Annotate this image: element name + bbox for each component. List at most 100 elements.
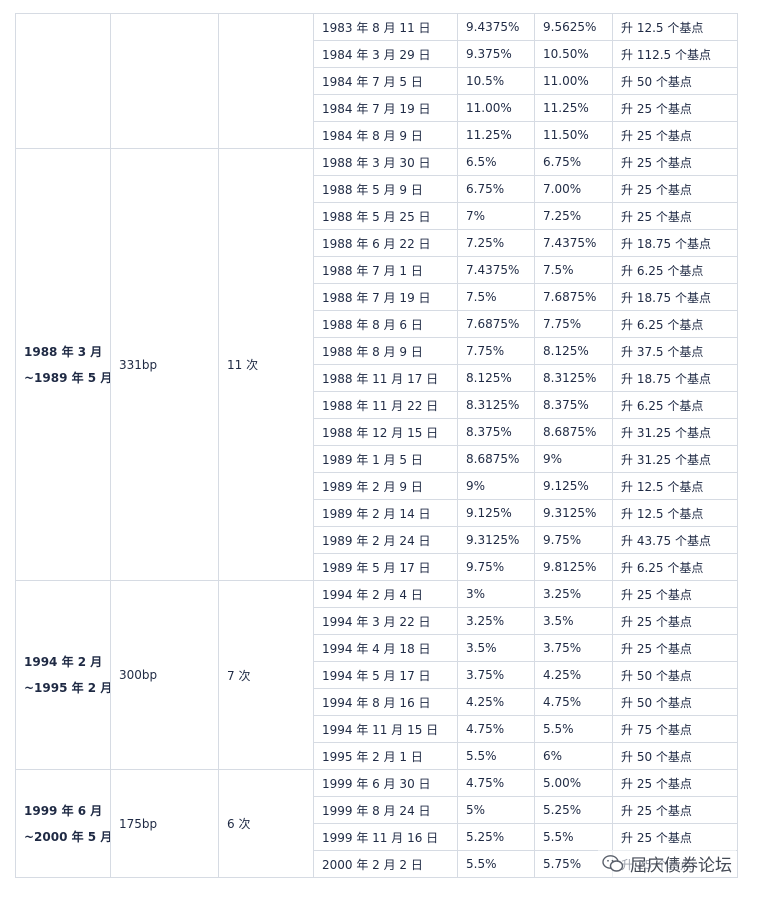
date-cell: 1994 年 5 月 17 日	[313, 661, 458, 689]
table-row: 1988 年 7 月 1 日 7.4375% 7.5% 升 6.25 个基点	[16, 256, 738, 284]
date-cell: 1988 年 11 月 17 日	[313, 364, 458, 392]
table-row: 1999 年 6 月 ~2000 年 5 月 175bp 6 次 1999 年 6 月 …	[15, 769, 738, 878]
rate-before-cell: 9.75%	[457, 553, 535, 581]
change-cell: 升 18.75 个基点	[612, 364, 738, 392]
table-row: 1999 年 11 月 16 日 5.25% 5.5% 升 25 个基点	[16, 823, 738, 851]
table-row: 1984 年 3 月 29 日 9.375% 10.50% 升 112.5 个基点	[16, 40, 738, 68]
change-cell: 升 6.25 个基点	[612, 553, 738, 581]
period-end: ~2000 年 5 月	[24, 829, 111, 844]
change-cell: 升 6.25 个基点	[612, 391, 738, 419]
rate-after-cell: 5.5%	[534, 823, 613, 851]
date-cell: 1999 年 8 月 24 日	[313, 796, 458, 824]
change-cell: 升 25 个基点	[612, 94, 738, 122]
date-cell: 1988 年 8 月 9 日	[313, 337, 458, 365]
change-cell: 升 6.25 个基点	[612, 256, 738, 284]
rate-after-cell: 9.125%	[534, 472, 613, 500]
date-cell: 2000 年 2 月 2 日	[313, 850, 458, 878]
date-cell: 1999 年 11 月 16 日	[313, 823, 458, 851]
total-bp-cell: 175bp	[110, 769, 219, 878]
date-cell: 1988 年 6 月 22 日	[313, 229, 458, 257]
rate-after-cell: 10.50%	[534, 40, 613, 68]
rate-after-cell: 8.6875%	[534, 418, 613, 446]
change-cell: 升 25 个基点	[612, 634, 738, 662]
change-cell: 升 12.5 个基点	[612, 472, 738, 500]
rate-before-cell: 10.5%	[457, 67, 535, 95]
rate-before-cell: 9.3125%	[457, 526, 535, 554]
table-row: 1995 年 2 月 1 日 5.5% 6% 升 50 个基点	[16, 742, 738, 770]
table-row: 1988 年 11 月 17 日 8.125% 8.3125% 升 18.75 个基点	[16, 364, 738, 392]
rate-before-cell: 6.5%	[457, 148, 535, 176]
rate-before-cell: 8.3125%	[457, 391, 535, 419]
rate-before-cell: 9.125%	[457, 499, 535, 527]
rate-before-cell: 3.25%	[457, 607, 535, 635]
period-start: 1994 年 2 月	[24, 655, 103, 669]
watermark-text: 屈庆债券论坛	[630, 856, 732, 876]
rate-after-cell: 3.25%	[534, 580, 613, 608]
period-start: 1988 年 3 月	[24, 344, 103, 359]
change-cell: 升 31.25 个基点	[612, 445, 738, 473]
wechat-icon	[602, 854, 624, 874]
change-cell: 升 25 个基点	[612, 580, 738, 608]
rate-before-cell: 11.00%	[457, 94, 535, 122]
rate-before-cell: 5.25%	[457, 823, 535, 851]
rate-after-cell: 6.75%	[534, 148, 613, 176]
change-cell: 升 25 个基点	[612, 823, 738, 851]
change-cell: 升 50 个基点	[612, 67, 738, 95]
rate-after-cell: 7.25%	[534, 202, 613, 230]
rate-before-cell: 11.25%	[457, 121, 535, 149]
rate-after-cell: 9.75%	[534, 526, 613, 554]
date-cell: 1988 年 3 月 30 日	[313, 148, 458, 176]
table-row: 1989 年 2 月 24 日 9.3125% 9.75% 升 43.75 个基点	[16, 526, 738, 554]
change-cell: 升 25 个基点	[612, 175, 738, 203]
change-cell: 升 25 个基点	[612, 607, 738, 635]
hike-count-cell: 11 次	[218, 148, 314, 581]
table-row: 1994 年 3 月 22 日 3.25% 3.5% 升 25 个基点	[16, 607, 738, 635]
table-row: 1984 年 7 月 19 日 11.00% 11.25% 升 25 个基点	[16, 94, 738, 122]
hike-count-cell: 7 次	[218, 580, 314, 770]
date-cell: 1989 年 2 月 24 日	[313, 526, 458, 554]
rate-before-cell: 7.5%	[457, 283, 535, 311]
rate-before-cell: 4.25%	[457, 688, 535, 716]
change-cell: 升 43.75 个基点	[612, 526, 738, 554]
change-cell: 升 75 个基点	[612, 715, 738, 743]
period-cell: 1988 年 3 月 ~1989 年 5 月	[15, 148, 111, 581]
rate-before-cell: 5%	[457, 796, 535, 824]
rate-after-cell: 9.5625%	[534, 13, 613, 41]
date-cell: 1988 年 5 月 25 日	[313, 202, 458, 230]
table-row: 1988 年 5 月 9 日 6.75% 7.00% 升 25 个基点	[16, 175, 738, 203]
rate-after-cell: 7.5%	[534, 256, 613, 284]
change-cell: 升 25 个基点	[612, 769, 738, 797]
rate-hike-table: 1983 年 8 月 11 日 9.4375% 9.5625% 升 12.5 个基点 1…	[15, 13, 738, 878]
date-cell: 1999 年 6 月 30 日	[313, 769, 458, 797]
table-row: 1983 年 8 月 11 日 9.4375% 9.5625% 升 12.5 个基点	[15, 13, 738, 149]
total-bp-cell: 300bp	[110, 580, 219, 770]
date-cell: 1984 年 8 月 9 日	[313, 121, 458, 149]
rate-before-cell: 9%	[457, 472, 535, 500]
rate-after-cell: 5.00%	[534, 769, 613, 797]
period-start: 1999 年 6 月	[24, 803, 103, 818]
watermark: 屈庆债券论坛	[598, 850, 736, 877]
table-row: 1988 年 3 月 ~1989 年 5 月 331bp 11 次 1988 年 3 月…	[15, 148, 738, 581]
rate-before-cell: 7.25%	[457, 229, 535, 257]
rate-after-cell: 5.5%	[534, 715, 613, 743]
rate-before-cell: 7%	[457, 202, 535, 230]
date-cell: 1989 年 2 月 9 日	[313, 472, 458, 500]
rate-after-cell: 8.3125%	[534, 364, 613, 392]
change-cell: 升 25 个基点	[612, 202, 738, 230]
rate-after-cell: 6%	[534, 742, 613, 770]
period-end: ~1989 年 5 月	[24, 370, 111, 385]
total-bp-cell: 331bp	[110, 148, 219, 581]
rate-before-cell: 4.75%	[457, 769, 535, 797]
date-cell: 1983 年 8 月 11 日	[313, 13, 458, 41]
rate-before-cell: 8.125%	[457, 364, 535, 392]
rate-after-cell: 8.125%	[534, 337, 613, 365]
rate-after-cell: 8.375%	[534, 391, 613, 419]
date-cell: 1984 年 7 月 5 日	[313, 67, 458, 95]
date-cell: 1995 年 2 月 1 日	[313, 742, 458, 770]
rate-after-cell: 7.4375%	[534, 229, 613, 257]
date-cell: 1988 年 5 月 9 日	[313, 175, 458, 203]
period-end: ~1995 年 2 月	[24, 681, 111, 695]
period-cell: 1999 年 6 月 ~2000 年 5 月	[15, 769, 111, 878]
date-cell: 1988 年 7 月 19 日	[313, 283, 458, 311]
rate-before-cell: 9.4375%	[457, 13, 535, 41]
